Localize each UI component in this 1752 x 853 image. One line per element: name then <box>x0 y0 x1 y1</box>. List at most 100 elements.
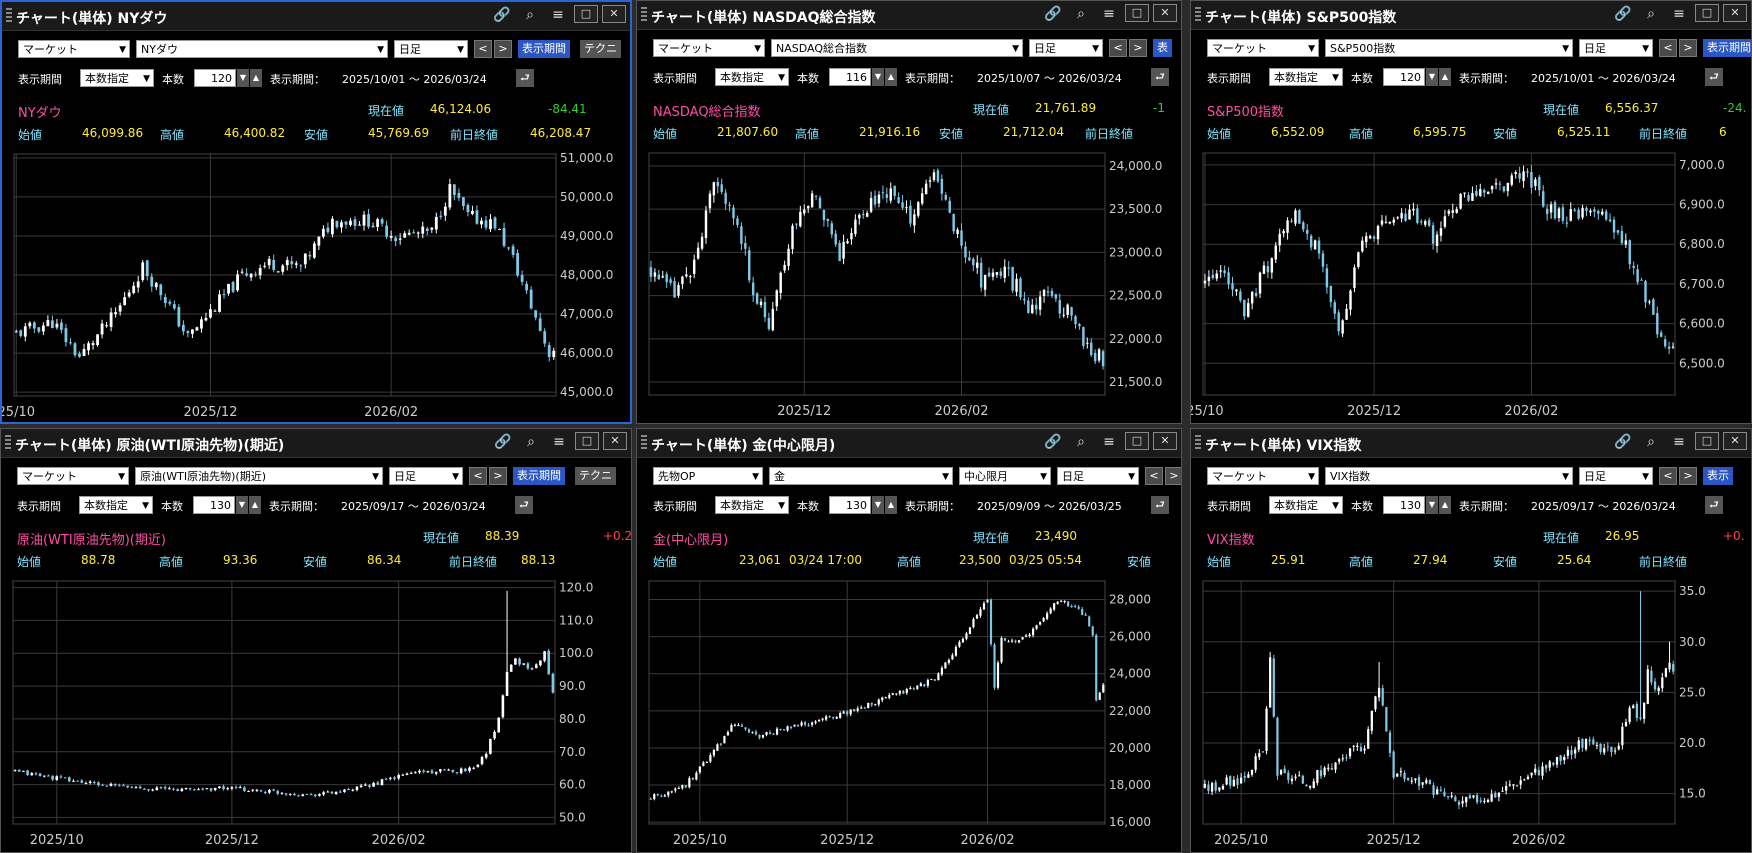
panel-titlebar[interactable]: チャート(単体) S&P500指数 🔗 ⌕ ≡ □ ✕ <box>1191 1 1751 30</box>
search-icon[interactable]: ⌕ <box>1647 6 1655 22</box>
close-icon[interactable]: ✕ <box>1153 4 1177 22</box>
search-icon[interactable]: ⌕ <box>526 7 534 23</box>
menu-icon[interactable]: ≡ <box>552 7 564 23</box>
menu-icon[interactable]: ≡ <box>553 434 565 450</box>
search-icon[interactable]: ⌕ <box>1647 434 1655 450</box>
next-button[interactable]: > <box>1165 467 1181 485</box>
spin-up-icon[interactable]: ▲ <box>885 496 897 514</box>
menu-icon[interactable]: ≡ <box>1103 434 1115 450</box>
panel-titlebar[interactable]: チャート(単体) 金(中心限月) 🔗 ⌕ ≡ □ ✕ <box>637 429 1181 458</box>
link-icon[interactable]: 🔗 <box>1044 6 1062 22</box>
display-period-button[interactable]: 表 <box>1153 39 1172 57</box>
drag-grip-icon[interactable] <box>641 7 647 23</box>
spin-down-icon[interactable]: ▼ <box>872 496 884 514</box>
count-input[interactable]: 120 <box>194 69 236 87</box>
period-mode-select[interactable]: 本数指定 ▼ <box>79 496 153 514</box>
spin-down-icon[interactable]: ▼ <box>237 69 249 87</box>
drag-grip-icon[interactable] <box>1195 7 1201 23</box>
drag-grip-icon[interactable] <box>1195 435 1201 451</box>
maximize-icon[interactable]: □ <box>1125 432 1149 450</box>
count-input[interactable]: 130 <box>829 496 871 514</box>
count-input[interactable]: 116 <box>829 68 871 86</box>
next-button[interactable]: > <box>1679 467 1697 485</box>
refresh-icon[interactable]: ⮐ <box>1705 496 1723 514</box>
prev-button[interactable]: < <box>1145 467 1163 485</box>
maximize-icon[interactable]: □ <box>1695 4 1719 22</box>
select-dropdown[interactable]: 中心限月 ▼ <box>959 467 1051 485</box>
count-input[interactable]: 120 <box>1383 68 1425 86</box>
close-icon[interactable]: ✕ <box>1723 432 1747 450</box>
panel-titlebar[interactable]: チャート(単体) 原油(WTI原油先物)(期近) 🔗 ⌕ ≡ □ ✕ <box>1 429 631 458</box>
period-mode-select[interactable]: 本数指定 ▼ <box>715 496 789 514</box>
select-dropdown[interactable]: NYダウ ▼ <box>136 40 388 58</box>
technical-button[interactable]: テクニ <box>575 467 616 485</box>
refresh-icon[interactable]: ⮐ <box>1705 68 1723 86</box>
display-period-button[interactable]: 表示期間 <box>518 40 570 58</box>
select-dropdown[interactable]: 日足 ▼ <box>1029 39 1103 57</box>
select-dropdown[interactable]: 日足 ▼ <box>1057 467 1139 485</box>
search-icon[interactable]: ⌕ <box>1077 434 1085 450</box>
period-mode-select[interactable]: 本数指定 ▼ <box>1269 496 1343 514</box>
display-period-button[interactable]: 表示 <box>1703 467 1733 485</box>
drag-grip-icon[interactable] <box>641 435 647 451</box>
select-dropdown[interactable]: 日足 ▼ <box>1579 467 1653 485</box>
select-dropdown[interactable]: 日足 ▼ <box>1579 39 1653 57</box>
next-button[interactable]: > <box>489 467 507 485</box>
select-dropdown[interactable]: マーケット ▼ <box>1207 39 1319 57</box>
search-icon[interactable]: ⌕ <box>527 434 535 450</box>
count-input[interactable]: 130 <box>193 496 235 514</box>
prev-button[interactable]: < <box>474 40 492 58</box>
select-dropdown[interactable]: 原油(WTI原油先物)(期近) ▼ <box>135 467 383 485</box>
refresh-icon[interactable]: ⮐ <box>515 496 533 514</box>
select-dropdown[interactable]: マーケット ▼ <box>18 40 130 58</box>
period-mode-select[interactable]: 本数指定 ▼ <box>1269 68 1343 86</box>
prev-button[interactable]: < <box>1659 39 1677 57</box>
prev-button[interactable]: < <box>1659 467 1677 485</box>
link-icon[interactable]: 🔗 <box>1614 6 1632 22</box>
link-icon[interactable]: 🔗 <box>1044 434 1062 450</box>
drag-grip-icon[interactable] <box>6 8 12 24</box>
technical-button[interactable]: テクニ <box>580 40 621 58</box>
select-dropdown[interactable]: 金 ▼ <box>769 467 953 485</box>
display-period-button[interactable]: 表示期間 <box>1703 39 1751 57</box>
maximize-icon[interactable]: □ <box>574 5 598 23</box>
spin-down-icon[interactable]: ▼ <box>236 496 248 514</box>
close-icon[interactable]: ✕ <box>1153 432 1177 450</box>
maximize-icon[interactable]: □ <box>575 432 599 450</box>
select-dropdown[interactable]: マーケット ▼ <box>653 39 765 57</box>
select-dropdown[interactable]: VIX指数 ▼ <box>1325 467 1573 485</box>
refresh-icon[interactable]: ⮐ <box>516 69 534 87</box>
search-icon[interactable]: ⌕ <box>1077 6 1085 22</box>
select-dropdown[interactable]: 日足 ▼ <box>394 40 468 58</box>
close-icon[interactable]: ✕ <box>1723 4 1747 22</box>
period-mode-select[interactable]: 本数指定 ▼ <box>80 69 154 87</box>
candlestick-chart[interactable]: 35.0 30.0 25.0 20.0 15.0 2025/10 2025/12 2026/0… <box>1191 575 1752 852</box>
candlestick-chart[interactable]: 120.0 110.0 100.0 90.0 80.0 70.0 60.0 50.0 2025/… <box>1 575 632 852</box>
spin-down-icon[interactable]: ▼ <box>872 68 884 86</box>
spin-up-icon[interactable]: ▲ <box>885 68 897 86</box>
menu-icon[interactable]: ≡ <box>1103 6 1115 22</box>
next-button[interactable]: > <box>494 40 512 58</box>
spin-up-icon[interactable]: ▲ <box>1439 496 1451 514</box>
display-period-button[interactable]: 表示期間 <box>513 467 565 485</box>
select-dropdown[interactable]: 先物OP ▼ <box>653 467 763 485</box>
prev-button[interactable]: < <box>1109 39 1127 57</box>
candlestick-chart[interactable]: 51,000.0 50,000.0 49,000.0 48,000.0 47,000.0… <box>2 148 632 424</box>
refresh-icon[interactable]: ⮐ <box>1151 68 1169 86</box>
spin-down-icon[interactable]: ▼ <box>1426 496 1438 514</box>
maximize-icon[interactable]: □ <box>1125 4 1149 22</box>
next-button[interactable]: > <box>1129 39 1147 57</box>
period-mode-select[interactable]: 本数指定 ▼ <box>715 68 789 86</box>
close-icon[interactable]: ✕ <box>602 5 626 23</box>
select-dropdown[interactable]: マーケット ▼ <box>1207 467 1319 485</box>
candlestick-chart[interactable]: 24,000.0 23,500.0 23,000.0 22,500.0 22,000.0… <box>637 147 1182 423</box>
refresh-icon[interactable]: ⮐ <box>1151 496 1169 514</box>
spin-down-icon[interactable]: ▼ <box>1426 68 1438 86</box>
menu-icon[interactable]: ≡ <box>1673 434 1685 450</box>
link-icon[interactable]: 🔗 <box>1614 434 1632 450</box>
panel-titlebar[interactable]: チャート(単体) VIX指数 🔗 ⌕ ≡ □ ✕ <box>1191 429 1751 458</box>
panel-titlebar[interactable]: チャート(単体) NYダウ 🔗 ⌕ ≡ □ ✕ <box>2 2 630 31</box>
menu-icon[interactable]: ≡ <box>1673 6 1685 22</box>
link-icon[interactable]: 🔗 <box>493 7 511 23</box>
link-icon[interactable]: 🔗 <box>494 434 512 450</box>
